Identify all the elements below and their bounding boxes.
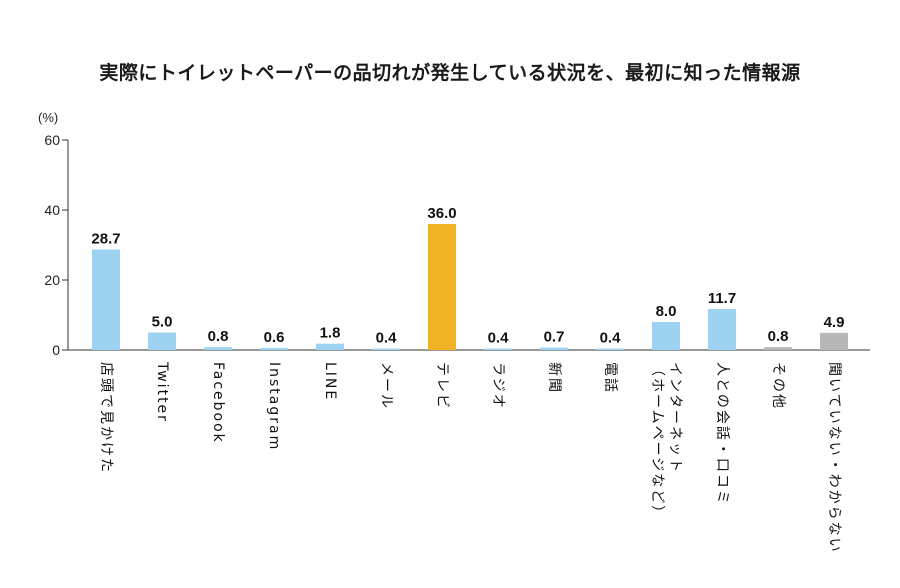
bar bbox=[484, 348, 512, 350]
x-category-label: Twitter bbox=[154, 361, 170, 423]
data-label: 0.4 bbox=[376, 330, 398, 347]
bar bbox=[204, 347, 232, 350]
data-label: 0.4 bbox=[488, 330, 510, 347]
data-label: 0.6 bbox=[264, 329, 285, 346]
bar bbox=[428, 224, 456, 350]
data-label: 11.7 bbox=[708, 290, 736, 307]
y-unit-label: (%) bbox=[38, 110, 58, 125]
x-category-label: Facebook bbox=[210, 362, 226, 444]
x-category-label: 新聞 bbox=[546, 362, 562, 394]
x-category-label: 人との会話・口コミ bbox=[714, 362, 731, 506]
y-tick-label: 0 bbox=[52, 342, 60, 358]
bar bbox=[372, 348, 400, 350]
bar bbox=[708, 309, 736, 350]
bar bbox=[652, 322, 680, 350]
bar bbox=[260, 347, 288, 350]
x-category-label: 店頭で見かけた bbox=[98, 362, 114, 474]
bar bbox=[148, 332, 176, 350]
x-category-label: メール bbox=[378, 362, 394, 410]
data-label: 8.0 bbox=[656, 303, 677, 320]
x-category-label: LINE bbox=[322, 362, 338, 401]
x-category-label: 電話 bbox=[602, 362, 619, 394]
bar bbox=[764, 347, 792, 350]
x-category-label: 聞いていない・わからない bbox=[826, 362, 842, 554]
y-tick-label: 40 bbox=[44, 202, 60, 218]
x-category-label: インターネット bbox=[667, 362, 683, 474]
data-label: 0.4 bbox=[600, 330, 622, 347]
bar bbox=[316, 343, 344, 350]
data-label: 1.8 bbox=[320, 325, 341, 342]
chart-title: 実際にトイレットペーパーの品切れが発生している状況を、最初に知った情報源 bbox=[99, 62, 801, 84]
bar bbox=[540, 347, 568, 350]
bar bbox=[820, 332, 848, 350]
data-label: 5.0 bbox=[152, 314, 173, 331]
x-category-label: その他 bbox=[770, 362, 786, 410]
data-label: 28.7 bbox=[91, 231, 120, 248]
x-category-label: ラジオ bbox=[490, 362, 506, 410]
data-label: 36.0 bbox=[427, 205, 456, 222]
y-tick-label: 60 bbox=[44, 132, 60, 148]
data-label: 0.7 bbox=[544, 329, 565, 346]
bar bbox=[92, 249, 120, 350]
x-category-label: Instagram bbox=[266, 362, 282, 451]
data-label: 0.8 bbox=[768, 328, 789, 345]
bar bbox=[596, 348, 624, 350]
x-category-label: テレビ bbox=[434, 362, 450, 410]
data-label: 0.8 bbox=[208, 328, 229, 345]
x-category-label: （ホームページなど） bbox=[649, 362, 665, 521]
y-tick-label: 20 bbox=[44, 272, 60, 288]
data-label: 4.9 bbox=[824, 314, 845, 331]
